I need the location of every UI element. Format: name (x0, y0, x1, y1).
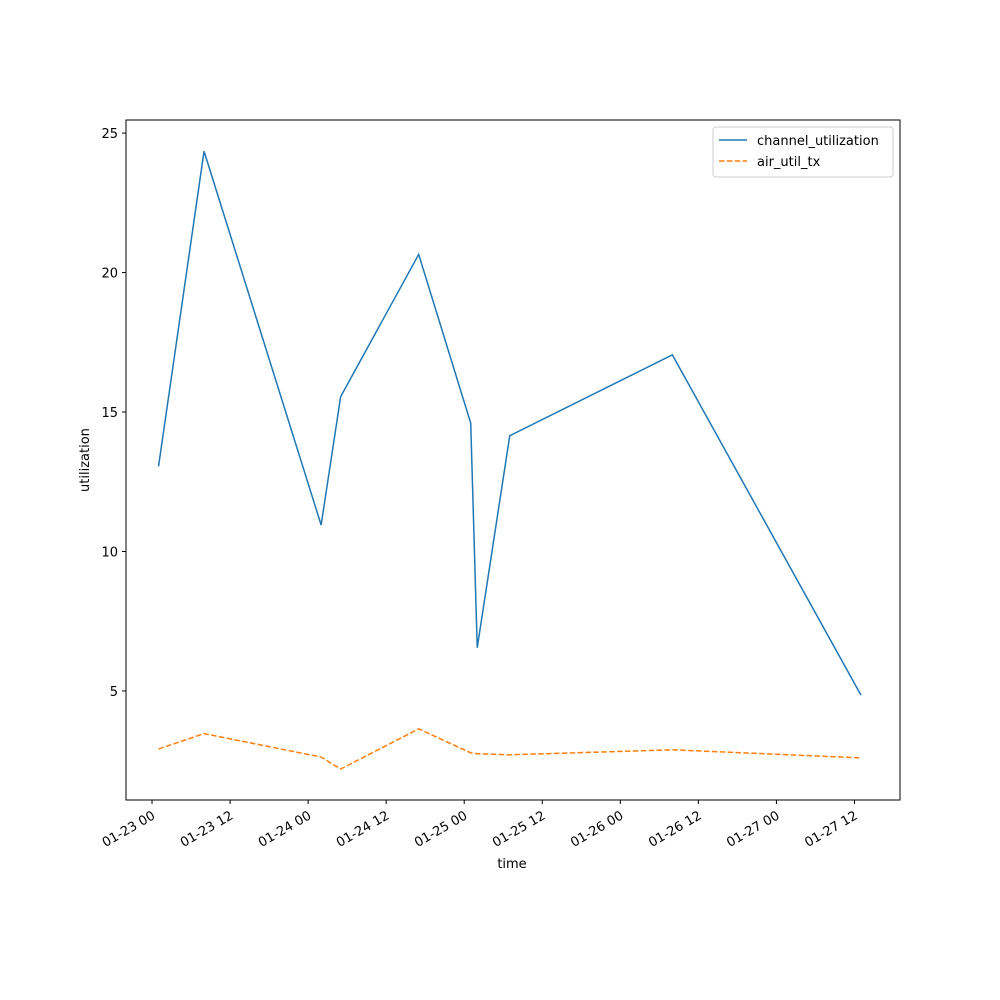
x-tick-label: 01-23 12 (178, 808, 236, 850)
x-tick-label: 01-26 12 (646, 808, 704, 850)
y-tick-label: 15 (101, 406, 118, 421)
y-tick-label: 20 (101, 267, 118, 282)
x-tick-label: 01-25 00 (412, 808, 470, 850)
legend-box (712, 126, 894, 178)
y-tick-label: 5 (110, 685, 118, 700)
x-tick-label: 01-25 12 (490, 808, 548, 850)
x-axis-label: time (497, 857, 526, 872)
legend-label: air_util_tx (757, 155, 821, 170)
plot-area (125, 119, 901, 801)
legend-label: channel_utilization (757, 134, 879, 149)
y-axis-label: utilization (78, 428, 93, 492)
x-tick-label: 01-24 00 (256, 808, 314, 850)
series-line (158, 728, 862, 770)
x-tick-label: 01-26 00 (568, 808, 626, 850)
y-tick-label: 10 (101, 545, 118, 560)
x-tick-label: 01-23 00 (100, 808, 158, 850)
series-line (157, 151, 862, 696)
x-tick-label: 01-27 12 (802, 808, 860, 850)
y-tick-label: 25 (101, 127, 118, 142)
x-tick-label: 01-24 12 (334, 808, 392, 850)
x-tick-label: 01-27 00 (724, 808, 782, 850)
